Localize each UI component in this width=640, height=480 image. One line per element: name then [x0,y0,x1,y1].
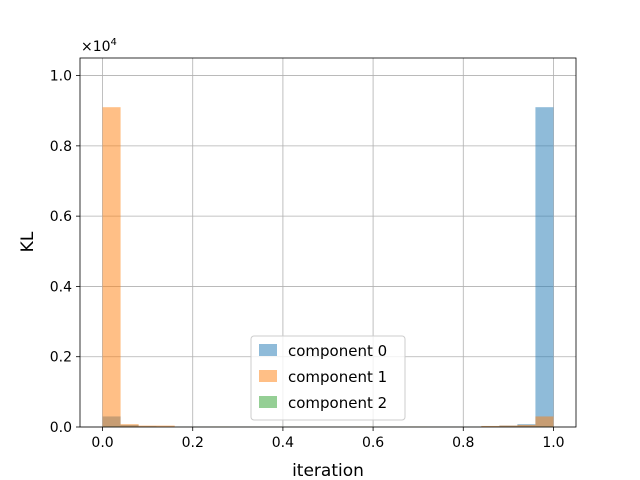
bar-component-1 [535,416,554,427]
x-axis-ticks: 0.0 0.2 0.4 0.6 0.8 1.0 [91,427,565,451]
y-tick-label: 0.8 [50,139,72,155]
y-tick-label: 0.6 [50,209,72,225]
x-tick-label: 1.0 [542,435,564,451]
legend-frame [250,335,406,421]
bar-component-1 [481,425,500,427]
y-axis-title: KL [18,231,38,252]
bar-component-1 [499,425,518,427]
bars [102,107,554,427]
y-axis-ticks: 0.0 0.2 0.4 0.6 0.8 1.0 [50,69,80,436]
y-multiplier-base: ×10 [81,39,111,55]
legend-label-2: component 2 [288,394,387,412]
bar-component-1 [120,424,139,427]
legend-swatch-1 [259,370,277,382]
x-tick-label: 0.4 [272,435,294,451]
x-tick-label: 0.0 [91,435,113,451]
y-tick-label: 0.4 [50,279,72,295]
plot-frame [79,57,577,428]
x-tick-label: 0.2 [182,435,204,451]
x-tick-label: 0.8 [452,435,474,451]
x-axis-title: iteration [292,461,364,480]
legend-swatch-2 [259,396,277,408]
y-tick-label: 0.2 [50,350,72,366]
bar-component-1 [138,425,157,427]
legend-swatch-0 [259,344,277,356]
legend-label-0: component 0 [288,342,387,360]
legend: component 0 component 1 component 2 [250,335,406,421]
y-tick-label: 0.0 [50,420,72,436]
x-tick-label: 0.6 [362,435,384,451]
y-tick-label: 1.0 [50,69,72,85]
y-multiplier-label: ×104 [81,37,117,55]
y-multiplier-exponent: 4 [111,37,117,48]
bar-component-1 [156,425,175,427]
legend-label-1: component 1 [288,368,387,386]
bar-component-1 [102,107,121,427]
bar-component-0 [535,107,554,427]
bar-component-1 [517,424,536,427]
